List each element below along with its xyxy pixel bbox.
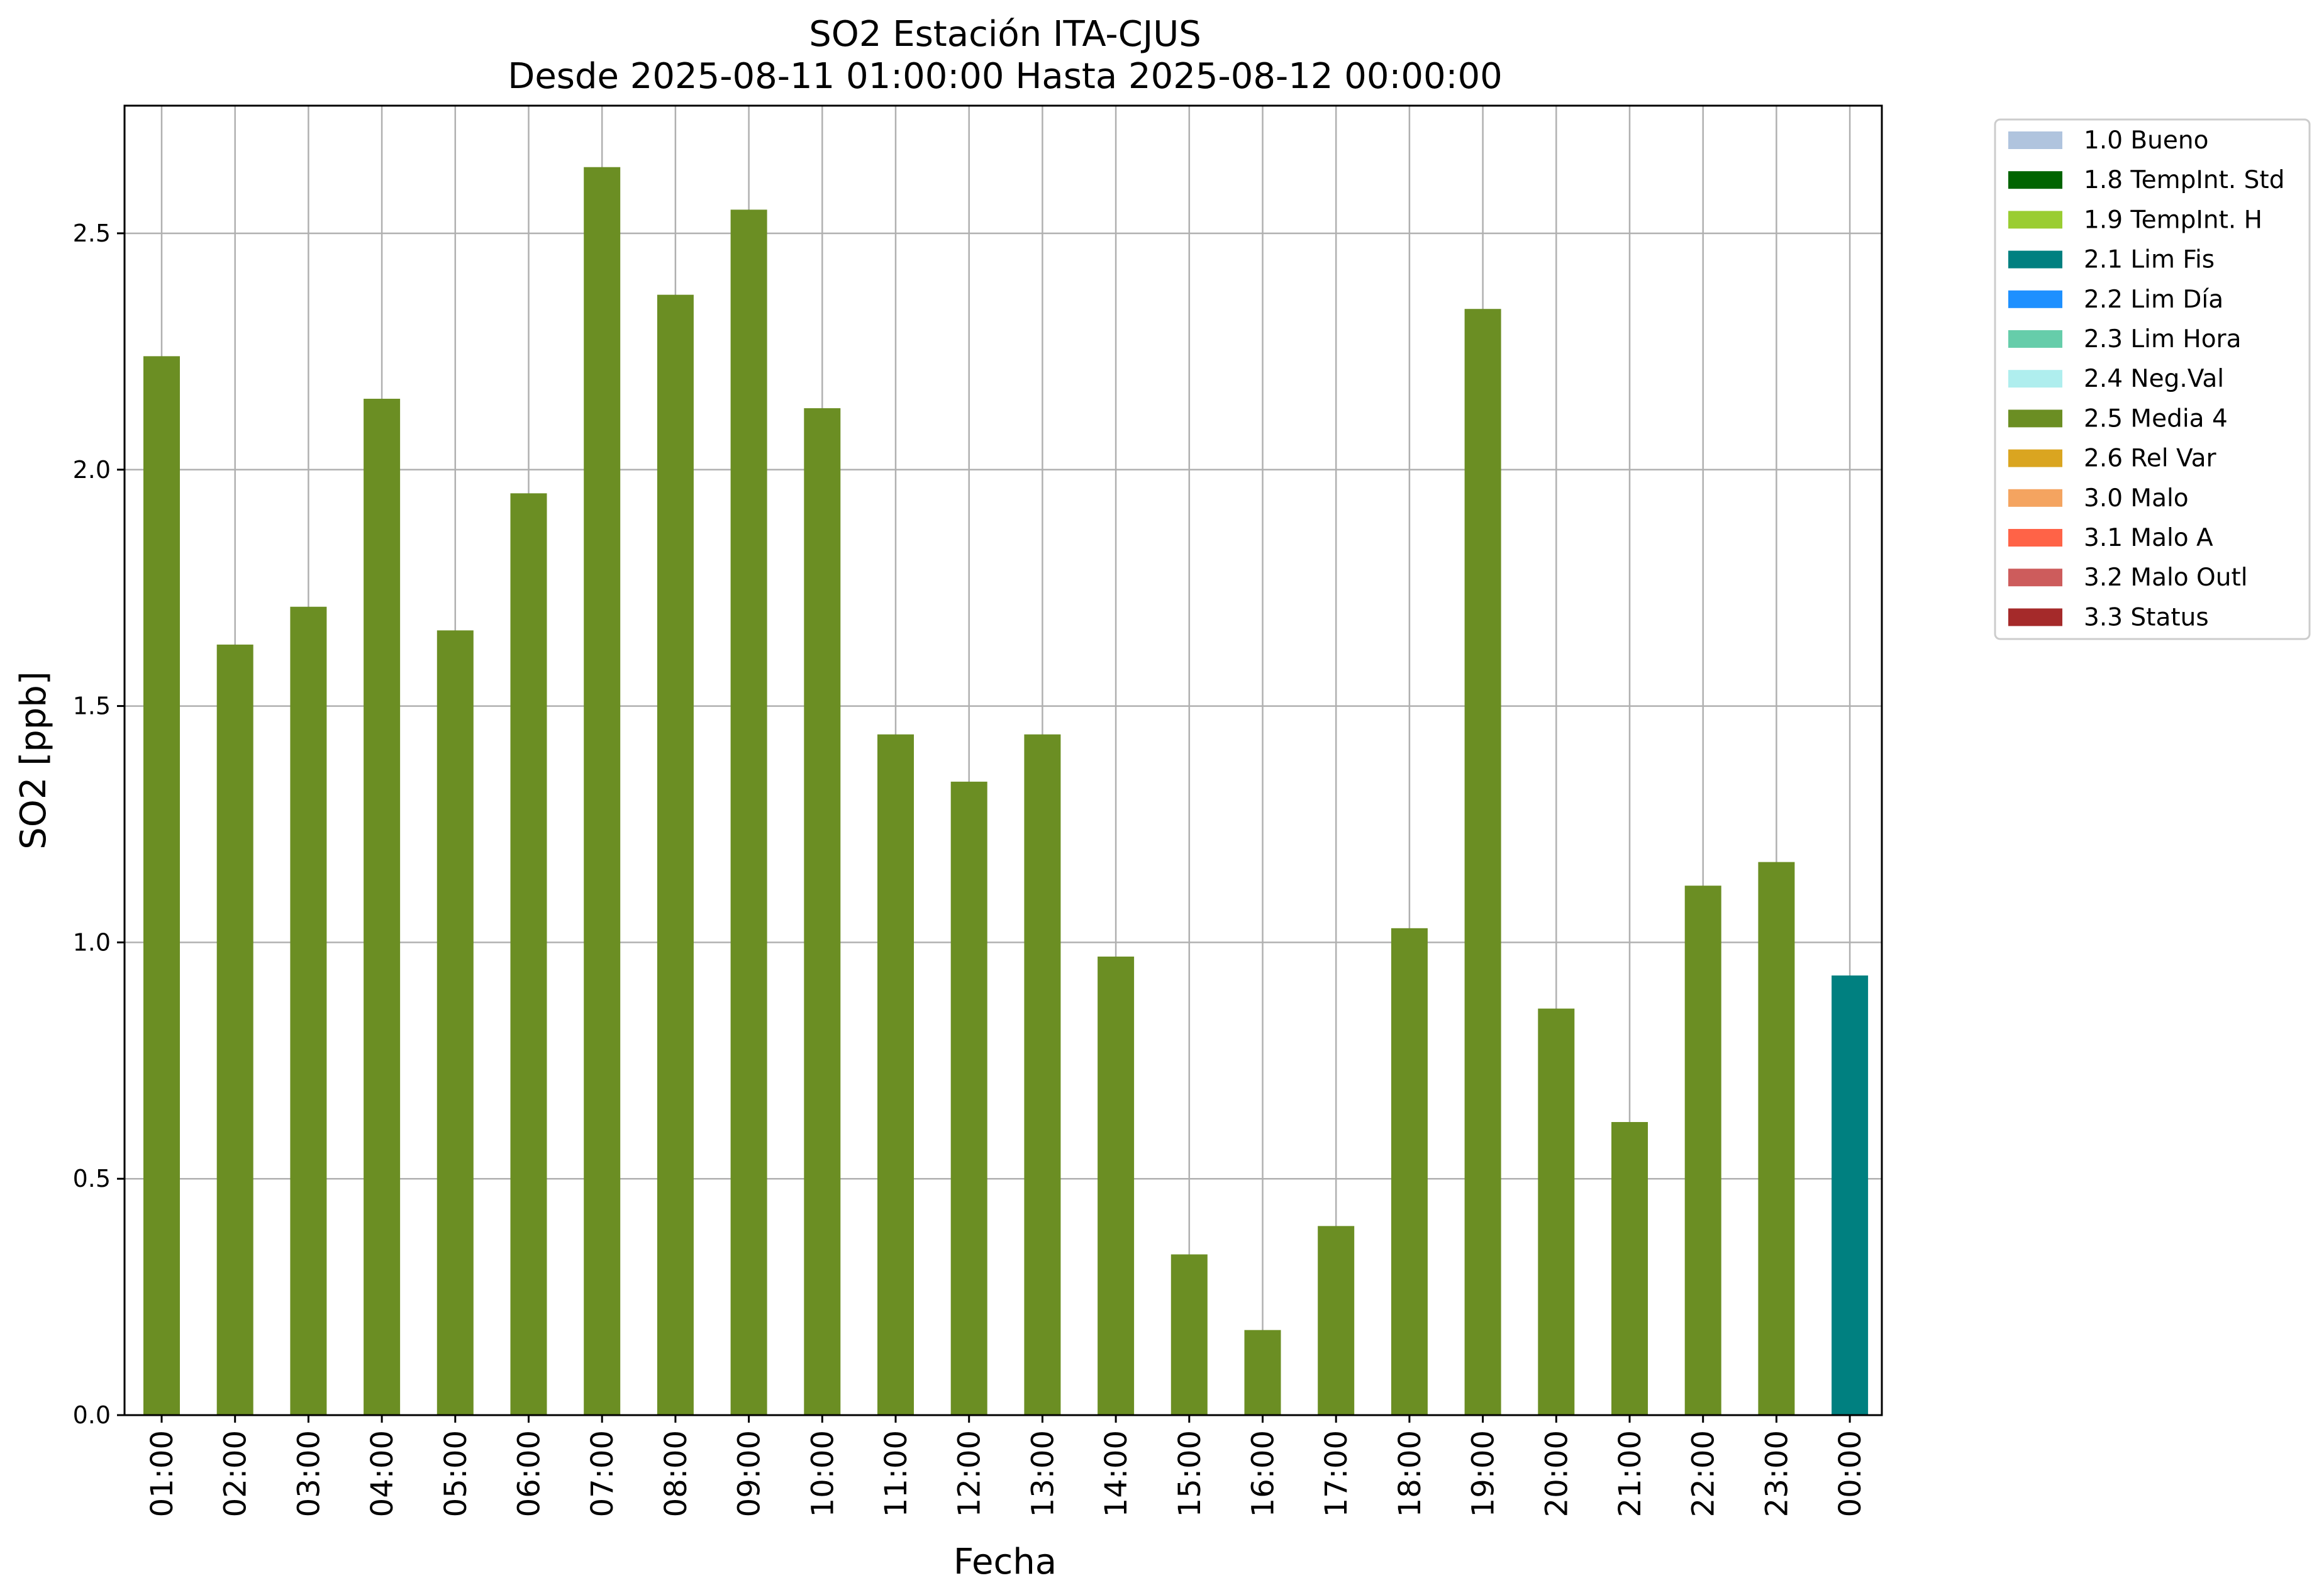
bar: [1464, 309, 1501, 1416]
y-tick-label: 0.5: [73, 1165, 111, 1192]
bar: [1098, 956, 1135, 1415]
bars: [143, 167, 1869, 1416]
x-tick-label: 03:00: [291, 1430, 326, 1517]
legend-label: 3.0 Malo: [2084, 484, 2189, 513]
legend-label: 2.2 Lim Día: [2084, 286, 2223, 314]
bar: [1318, 1226, 1355, 1415]
y-axis-ticks: 0.0 0.5 1.0 1.5 2.0 2.5: [73, 220, 125, 1429]
legend-label: 3.3 Status: [2084, 603, 2209, 631]
x-tick-label: 23:00: [1759, 1430, 1794, 1517]
x-tick-label: 14:00: [1099, 1430, 1134, 1517]
legend-swatch: [2008, 171, 2062, 189]
x-axis-ticks: 01:00 02:00 03:00 04:00 05:00 06:00 07:00 08:00…: [145, 1415, 1868, 1517]
bar: [1391, 928, 1428, 1415]
legend-label: 1.8 TempInt. Std: [2084, 166, 2284, 194]
bar: [364, 399, 401, 1415]
legend-swatch: [2008, 370, 2062, 388]
legend-label: 2.6 Rel Var: [2084, 445, 2217, 473]
x-tick-label: 04:00: [365, 1430, 400, 1517]
bar: [1024, 734, 1061, 1415]
bar: [216, 644, 253, 1415]
legend-label: 3.2 Malo Outl: [2084, 564, 2248, 592]
bar: [950, 781, 987, 1415]
x-tick-label: 08:00: [659, 1430, 694, 1517]
x-tick-label: 06:00: [512, 1430, 547, 1517]
x-axis-label: Fecha: [954, 1542, 1057, 1582]
bar: [143, 356, 180, 1415]
legend-label: 2.5 Media 4: [2084, 404, 2228, 433]
bar: [1538, 1008, 1575, 1415]
legend-frame: [1994, 118, 2311, 640]
bar: [290, 606, 327, 1415]
x-tick-label: 18:00: [1393, 1430, 1428, 1517]
legend-swatch: [2008, 250, 2062, 269]
legend-label: 2.3 Lim Hora: [2084, 325, 2242, 353]
legend-label: 1.0 Bueno: [2084, 126, 2208, 155]
x-tick-label: 21:00: [1613, 1430, 1648, 1517]
bar: [730, 209, 767, 1415]
x-tick-label: 15:00: [1172, 1430, 1208, 1517]
legend-swatch: [2008, 608, 2062, 626]
legend-label: 1.9 TempInt. H: [2084, 206, 2262, 234]
y-tick-label: 1.0: [73, 928, 111, 956]
x-tick-label: 01:00: [145, 1430, 180, 1517]
legend-label: 2.1 Lim Fis: [2084, 246, 2215, 274]
legend-swatch: [2008, 489, 2062, 507]
chart-title-line2: Desde 2025-08-11 01:00:00 Hasta 2025-08-…: [508, 56, 1503, 97]
x-tick-label: 02:00: [218, 1430, 253, 1517]
bar: [877, 734, 914, 1415]
y-axis-label: SO2 [ppb]: [13, 671, 54, 849]
bar: [1244, 1330, 1281, 1415]
bar: [1170, 1254, 1208, 1415]
legend-label: 3.1 Malo A: [2084, 524, 2213, 552]
bar: [584, 167, 621, 1415]
legend-swatch: [2008, 569, 2062, 587]
x-tick-label: 19:00: [1466, 1430, 1501, 1517]
x-tick-label: 20:00: [1539, 1430, 1574, 1517]
legend: 1.0 Bueno 1.8 TempInt. Std 1.9 TempInt. H 2…: [1994, 118, 2311, 640]
x-tick-label: 11:00: [879, 1430, 914, 1517]
bar: [1611, 1121, 1648, 1415]
bar: [436, 630, 474, 1415]
y-tick-label: 1.5: [73, 692, 111, 720]
chart-title-line1: SO2 Estación ITA-CJUS: [809, 14, 1201, 55]
x-tick-label: 12:00: [952, 1430, 987, 1517]
y-tick-label: 2.0: [73, 456, 111, 484]
x-tick-label: 10:00: [805, 1430, 840, 1517]
legend-swatch: [2008, 529, 2062, 547]
legend-swatch: [2008, 409, 2062, 428]
x-tick-label: 00:00: [1833, 1430, 1868, 1517]
x-tick-label: 17:00: [1319, 1430, 1354, 1517]
bar: [1832, 975, 1869, 1415]
legend-swatch: [2008, 211, 2062, 229]
y-tick-label: 2.5: [73, 220, 111, 247]
y-tick-label: 0.0: [73, 1401, 111, 1429]
plot-frame: [123, 104, 1883, 1416]
legend-swatch: [2008, 330, 2062, 348]
bar: [657, 294, 694, 1416]
x-tick-label: 13:00: [1025, 1430, 1060, 1517]
bar: [804, 408, 841, 1415]
x-tick-label: 22:00: [1686, 1430, 1721, 1517]
bar: [1758, 862, 1795, 1415]
bar: [1684, 886, 1721, 1415]
legend-label: 2.4 Neg.Val: [2084, 365, 2224, 393]
legend-swatch: [2008, 449, 2062, 467]
x-tick-label: 09:00: [732, 1430, 767, 1517]
bar: [510, 493, 547, 1415]
x-tick-label: 16:00: [1246, 1430, 1281, 1517]
legend-swatch: [2008, 131, 2062, 149]
x-tick-label: 05:00: [438, 1430, 474, 1517]
legend-swatch: [2008, 290, 2062, 308]
x-tick-label: 07:00: [585, 1430, 620, 1517]
